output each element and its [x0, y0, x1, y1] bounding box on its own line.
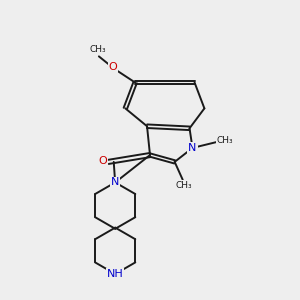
Text: O: O	[109, 62, 117, 72]
Text: CH₃: CH₃	[175, 181, 192, 190]
Text: O: O	[99, 156, 107, 166]
Text: N: N	[188, 143, 197, 153]
Text: N: N	[111, 177, 119, 188]
Text: NH: NH	[107, 269, 124, 279]
Text: CH₃: CH₃	[90, 45, 106, 54]
Text: CH₃: CH₃	[217, 136, 233, 145]
